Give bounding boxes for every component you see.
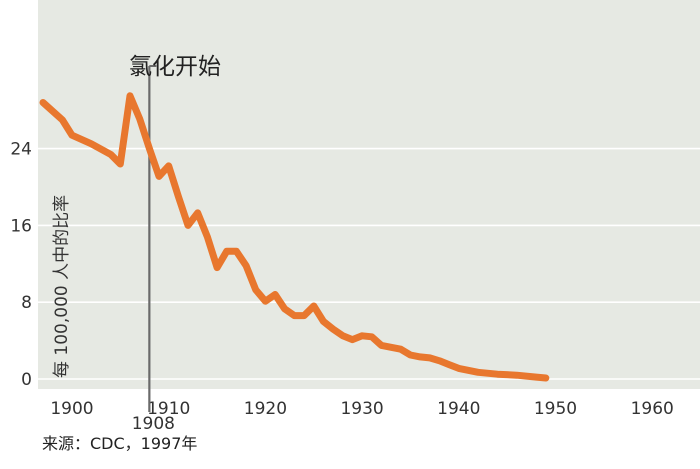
annotation-label: 氯化开始 <box>129 54 221 80</box>
source-note: 来源：CDC，1997年 <box>42 434 197 453</box>
x-tick-label: 1910 <box>147 399 190 419</box>
annotation-year-label: 1908 <box>132 414 175 434</box>
x-tick-label: 1940 <box>437 399 480 419</box>
x-tick-label: 1960 <box>631 399 674 419</box>
y-axis-title: 每 100,000 人中的比率 <box>52 195 72 378</box>
x-tick-label: 1900 <box>50 399 93 419</box>
x-tick-label: 1920 <box>244 399 287 419</box>
y-tick-label: 0 <box>21 370 32 390</box>
y-tick-label: 8 <box>21 293 32 313</box>
x-tick-labels: 1900 1910 1920 1930 1940 1950 1960 <box>50 399 673 419</box>
y-tick-label: 24 <box>10 140 32 160</box>
series-line <box>39 92 550 382</box>
x-tick-label: 1950 <box>534 399 577 419</box>
x-tick-label: 1930 <box>340 399 383 419</box>
y-tick-labels: 0 8 16 24 <box>10 140 32 390</box>
y-tick-label: 16 <box>10 216 32 236</box>
